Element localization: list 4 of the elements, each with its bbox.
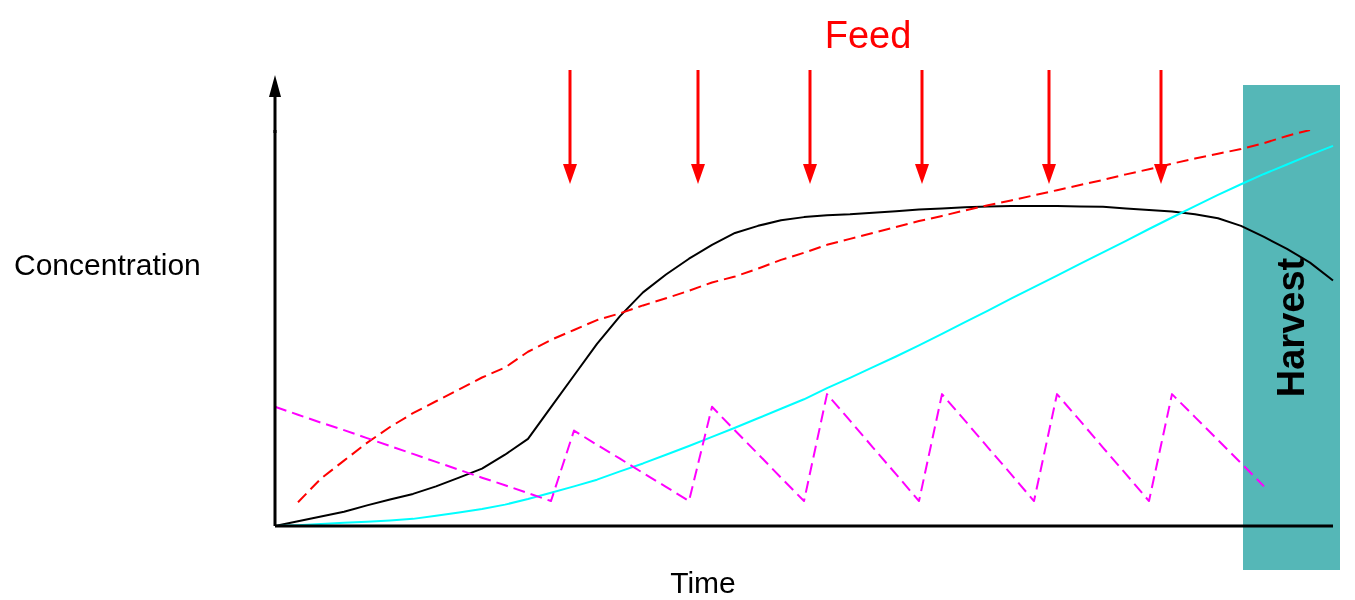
x-axis-title: Time [669,566,737,600]
y-axis-title: Concentration [14,248,202,282]
text: Feed [823,14,913,57]
annotation: Harvest [1270,257,1313,398]
